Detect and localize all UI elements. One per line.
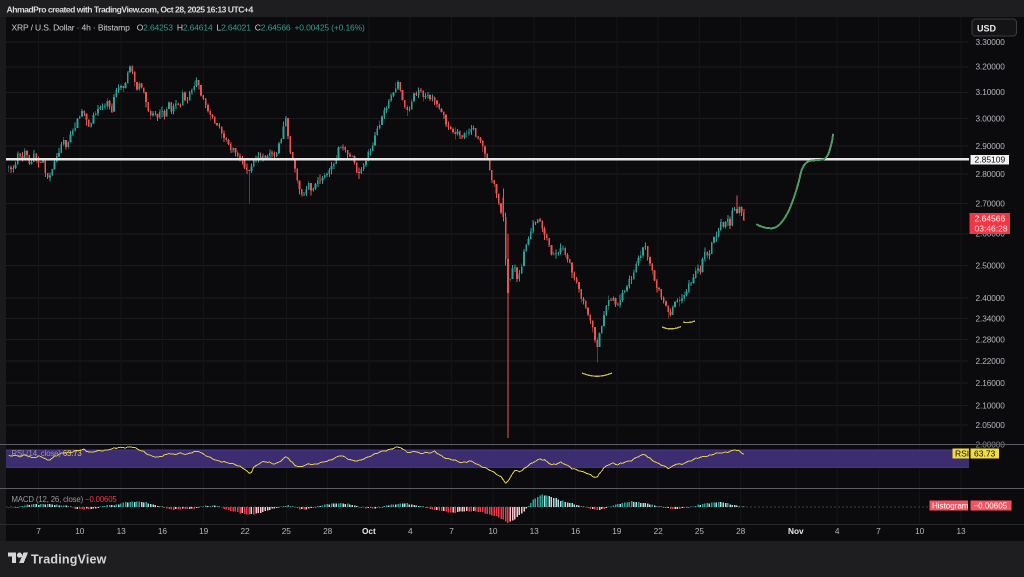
- svg-text:10: 10: [915, 526, 925, 536]
- svg-text:13: 13: [117, 526, 127, 536]
- svg-text:16: 16: [158, 526, 168, 536]
- svg-text:03:46:28: 03:46:28: [975, 223, 1008, 233]
- svg-text:2.22000: 2.22000: [976, 356, 1006, 366]
- svg-text:3.20000: 3.20000: [976, 62, 1006, 72]
- svg-text:2.10000: 2.10000: [976, 401, 1006, 411]
- svg-text:2.16000: 2.16000: [976, 378, 1006, 388]
- svg-text:Nov: Nov: [788, 526, 804, 536]
- svg-text:25: 25: [695, 526, 705, 536]
- svg-text:13: 13: [956, 526, 966, 536]
- svg-text:RSI (14, close) 63.73: RSI (14, close) 63.73: [12, 449, 82, 458]
- svg-text:63.73: 63.73: [974, 449, 996, 459]
- svg-text:3.00000: 3.00000: [976, 114, 1006, 124]
- svg-text:25: 25: [282, 526, 292, 536]
- svg-text:Histogram: Histogram: [932, 501, 969, 510]
- svg-text:3.10000: 3.10000: [976, 87, 1006, 97]
- svg-text:4: 4: [835, 526, 840, 536]
- svg-text:Oct: Oct: [362, 526, 376, 536]
- svg-text:2.05000: 2.05000: [976, 420, 1006, 430]
- svg-text:2.80000: 2.80000: [976, 169, 1006, 179]
- svg-text:13: 13: [530, 526, 540, 536]
- svg-text:22: 22: [654, 526, 664, 536]
- svg-text:−0.00605: −0.00605: [974, 501, 1008, 510]
- svg-text:TradingView: TradingView: [31, 553, 107, 567]
- svg-text:22: 22: [240, 526, 250, 536]
- svg-text:3.30000: 3.30000: [976, 37, 1006, 47]
- svg-text:RSI: RSI: [955, 449, 969, 459]
- svg-text:10: 10: [75, 526, 85, 536]
- svg-text:19: 19: [612, 526, 622, 536]
- svg-text:16: 16: [571, 526, 581, 536]
- svg-text:2.28000: 2.28000: [976, 334, 1006, 344]
- svg-text:4: 4: [408, 526, 413, 536]
- svg-text:2.90000: 2.90000: [976, 141, 1006, 151]
- svg-text:10: 10: [488, 526, 498, 536]
- svg-text:2.50000: 2.50000: [976, 260, 1006, 270]
- svg-text:7: 7: [449, 526, 454, 536]
- svg-text:7: 7: [876, 526, 881, 536]
- svg-text:MACD (12, 26, close) −0.00605: MACD (12, 26, close) −0.00605: [12, 495, 118, 504]
- svg-text:28: 28: [736, 526, 746, 536]
- svg-text:2.40000: 2.40000: [976, 293, 1006, 303]
- svg-text:AhmadPro created with TradingV: AhmadPro created with TradingView.com, O…: [7, 5, 254, 15]
- svg-text:2.85109: 2.85109: [975, 154, 1006, 164]
- svg-text:2.64566: 2.64566: [975, 214, 1006, 224]
- svg-text:XRP / U.S. Dollar · 4h · Bitst: XRP / U.S. Dollar · 4h · Bitstamp O2.6425…: [12, 23, 366, 33]
- svg-text:USD: USD: [977, 24, 997, 34]
- svg-text:28: 28: [323, 526, 333, 536]
- svg-text:7: 7: [36, 526, 41, 536]
- svg-text:2.34000: 2.34000: [976, 314, 1006, 324]
- svg-text:19: 19: [199, 526, 209, 536]
- svg-text:2.70000: 2.70000: [976, 198, 1006, 208]
